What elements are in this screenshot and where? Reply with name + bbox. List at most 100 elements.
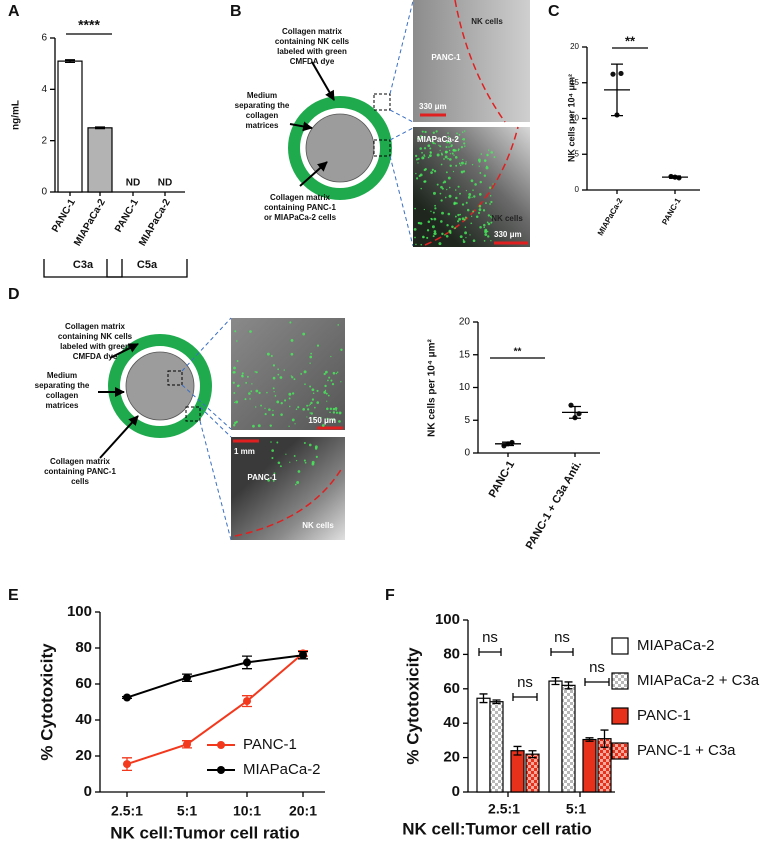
x-tick-label: 10:1: [233, 803, 261, 819]
fluorescent-cell: [435, 130, 438, 133]
fluorescent-cell: [420, 187, 422, 190]
y-tick-label: 20: [459, 317, 471, 328]
legend-label: MIAPaCa-2: [637, 637, 715, 654]
fluorescent-cell: [300, 372, 303, 375]
micrograph-label: MIAPaCa-2: [417, 135, 459, 144]
y-tick-label: 0: [575, 185, 580, 194]
fluorescent-cell: [439, 192, 442, 195]
fluorescent-cell: [291, 418, 295, 422]
fluorescent-cell: [478, 193, 482, 196]
bar: [582, 738, 597, 793]
comparison-label: ns: [554, 629, 570, 646]
fluorescent-cell: [326, 400, 328, 402]
fluorescent-cell: [457, 148, 460, 151]
bar: [476, 697, 491, 793]
bar: [525, 753, 540, 793]
diagram-label: Collagen matrix: [50, 457, 111, 466]
fluorescent-cell: [449, 153, 452, 155]
panel-label: C: [548, 3, 560, 20]
fluorescent-cell: [250, 390, 253, 393]
fluorescent-cell: [332, 371, 336, 375]
y-axis-label: ng/mL: [11, 100, 22, 130]
fluorescent-cell: [461, 217, 465, 221]
fluorescent-cell: [457, 149, 460, 152]
diagram-label: Medium: [47, 371, 77, 380]
fluorescent-cell: [272, 376, 276, 380]
fluorescent-cell: [452, 170, 455, 173]
fluorescent-cell: [462, 137, 466, 141]
fluorescent-cell: [290, 375, 292, 377]
fluorescent-cell: [459, 235, 463, 239]
fluorescent-cell: [459, 192, 461, 195]
diagram-label: separating the: [35, 381, 90, 390]
fluorescent-cell: [490, 240, 492, 242]
legend-swatch: [611, 707, 629, 725]
fluorescent-cell: [326, 417, 329, 421]
fluorescent-cell: [434, 207, 437, 210]
fluorescent-cell: [426, 229, 430, 232]
group-bracket: [43, 259, 123, 278]
fluorescent-cell: [293, 455, 296, 457]
fluorescent-cell: [280, 413, 283, 416]
y-tick-label: 100: [67, 603, 92, 620]
fluorescent-cell: [438, 242, 442, 246]
fluorescent-cell: [236, 360, 239, 362]
fluorescent-cell: [483, 174, 487, 177]
fluorescent-cell: [236, 340, 238, 342]
x-axis-label: NK cell:Tumor cell ratio: [402, 819, 592, 838]
arrow: [99, 415, 139, 459]
fluorescent-cell: [332, 411, 336, 414]
fluorescent-cell: [472, 210, 475, 213]
fluorescent-cell: [432, 141, 435, 145]
fluorescent-cell: [273, 391, 275, 393]
legend-swatch: [611, 742, 629, 760]
fluorescent-cell: [423, 168, 426, 172]
panel-label: F: [385, 587, 395, 604]
fluorescent-cell: [472, 239, 476, 243]
fluorescent-cell: [420, 243, 423, 246]
fluorescent-cell: [417, 137, 419, 140]
fluorescent-cell: [289, 321, 292, 324]
fluorescent-cell: [482, 209, 486, 212]
bar: [561, 684, 576, 793]
fluorescent-cell: [464, 226, 467, 229]
fluorescent-cell: [417, 157, 420, 161]
fluorescent-cell: [490, 200, 493, 204]
error-bar: [551, 676, 560, 686]
fluorescent-cell: [464, 130, 466, 132]
fluorescent-cell: [474, 183, 477, 186]
fluorescent-cell: [277, 373, 280, 376]
y-tick-label: 5: [575, 149, 580, 158]
diagram-label: separating the: [235, 101, 290, 110]
fluorescent-cell: [329, 407, 333, 411]
fluorescent-cell: [294, 483, 297, 486]
nk-ring: [108, 334, 212, 438]
fluorescent-cell: [419, 222, 423, 225]
fluorescent-cell: [483, 240, 486, 242]
fluorescent-cell: [335, 411, 339, 414]
fluorescent-cell: [237, 384, 240, 387]
fluorescent-cell: [446, 140, 449, 144]
fluorescent-cell: [446, 224, 449, 227]
fluorescent-cell: [439, 149, 441, 152]
fluorescent-cell: [413, 228, 417, 231]
fluorescent-cell: [431, 168, 434, 171]
fluorescent-cell: [334, 407, 338, 410]
fluorescent-cell: [464, 162, 467, 165]
fluorescent-cell: [255, 406, 257, 408]
fluorescent-cell: [448, 194, 452, 198]
fluorescent-cell: [284, 399, 287, 402]
fluorescent-cell: [490, 216, 494, 219]
fluorescent-cell: [433, 217, 437, 221]
fluorescent-cell: [458, 162, 461, 165]
micrograph-label: 150 μm: [308, 416, 336, 425]
fluorescent-cell: [338, 411, 342, 415]
fluorescent-cell: [308, 404, 310, 407]
fluorescent-cell: [478, 208, 482, 211]
x-tick-label: PANC-1: [50, 197, 78, 234]
fluorescent-cell: [267, 479, 270, 482]
y-tick-label: 80: [75, 639, 92, 656]
fluorescent-cell: [324, 389, 327, 392]
fluorescent-cell: [491, 214, 494, 217]
